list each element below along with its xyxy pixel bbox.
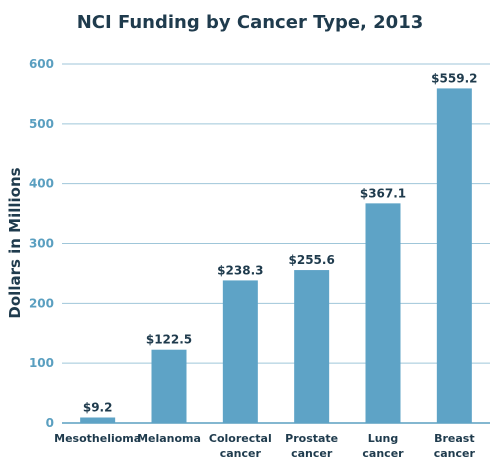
x-tick-label: Prostate: [285, 432, 338, 445]
data-label: $255.6: [289, 253, 335, 267]
y-tick-label: 400: [29, 177, 54, 191]
bar: [222, 280, 258, 423]
x-tick-label: cancer: [362, 447, 404, 460]
x-tick-label: Breast: [434, 432, 475, 445]
y-tick-label: 0: [46, 416, 54, 430]
x-tick-label: Colorectal: [209, 432, 272, 445]
bar: [365, 203, 401, 423]
y-tick-label: 100: [29, 356, 54, 370]
y-tick-label: 600: [29, 57, 54, 71]
bar: [151, 349, 187, 423]
x-tick-label: Mesothelioma: [54, 432, 141, 445]
x-tick-label: cancer: [291, 447, 333, 460]
bar: [80, 417, 116, 423]
bar: [294, 270, 330, 423]
chart-title: NCI Funding by Cancer Type, 2013: [77, 12, 424, 33]
grid-lines: [62, 63, 490, 424]
y-tick-label: 500: [29, 117, 54, 131]
data-label: $122.5: [146, 333, 192, 347]
data-labels: $9.2 $122.5 $238.3 $255.6 $367.1 $559.2: [83, 71, 478, 414]
y-axis-label: Dollars in Millions: [6, 167, 24, 318]
x-tick-label: cancer: [220, 447, 262, 460]
y-tick-labels: 0 100 200 300 400 500 600: [29, 57, 54, 430]
data-label: $367.1: [360, 186, 406, 200]
bar: [436, 88, 472, 424]
y-tick-label: 200: [29, 296, 54, 310]
x-tick-label: cancer: [434, 447, 476, 460]
data-label: $9.2: [83, 400, 113, 414]
data-label: $238.3: [217, 263, 263, 277]
x-tick-label: Melanoma: [137, 432, 201, 445]
data-label: $559.2: [431, 71, 477, 85]
y-tick-label: 300: [29, 237, 54, 251]
x-tick-label: Lung: [368, 432, 399, 445]
bars: [80, 88, 472, 424]
